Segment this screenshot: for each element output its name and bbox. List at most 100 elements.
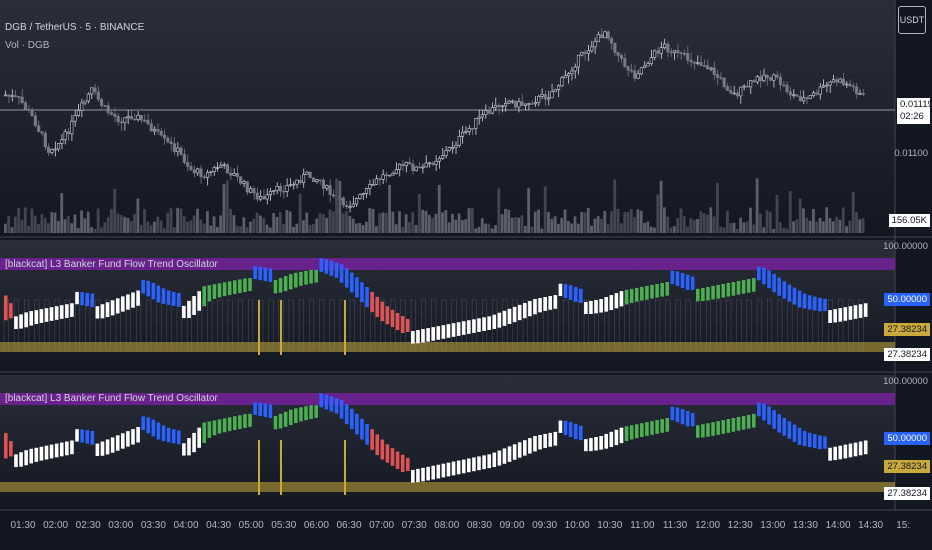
oscillator-bar — [110, 437, 115, 453]
volume-bar — [348, 215, 352, 233]
oscillator-bar — [166, 427, 171, 443]
oscillator-bar — [624, 289, 629, 305]
volume-bar — [470, 207, 474, 233]
oscillator-bar — [238, 279, 242, 294]
candle-body — [666, 43, 670, 53]
volume-bar — [358, 222, 362, 233]
candle-body — [249, 188, 253, 193]
volume-bar — [540, 228, 544, 233]
grid-column — [186, 299, 192, 351]
volume-bar — [255, 212, 259, 233]
symbol-title[interactable]: DGB / TetherUS · 5 · BINANCE — [5, 22, 145, 33]
volume-bar — [480, 218, 484, 233]
oscillator-bar — [278, 278, 283, 293]
oscillator-bar — [192, 432, 196, 453]
oscillator-bar — [507, 308, 512, 325]
volume-bar — [550, 218, 554, 233]
volume-bar — [537, 209, 540, 233]
candle-body — [653, 50, 657, 58]
volume-bar — [709, 207, 713, 233]
oscillator-bar — [523, 440, 527, 456]
oscillator-bar — [416, 330, 420, 344]
grid-column — [34, 299, 40, 351]
oscillator-bar — [436, 326, 441, 340]
grid-column — [431, 299, 437, 351]
oscillator-bar — [629, 425, 634, 440]
volume-bar — [401, 226, 405, 233]
oscillator-bar — [212, 420, 217, 436]
candle-body — [633, 70, 637, 79]
osc2-level-27b: 27.38234 — [884, 487, 930, 500]
oscillator-bar — [4, 433, 8, 459]
oscillator-2 — [0, 393, 895, 495]
candle-body — [798, 96, 802, 102]
candle-body — [712, 67, 716, 75]
volume-bar — [739, 217, 742, 233]
candle-body — [835, 79, 839, 83]
candle-body — [831, 79, 835, 83]
candle-body — [10, 95, 14, 97]
oscillator-bar — [288, 409, 293, 426]
currency-button[interactable]: USDT — [898, 6, 926, 34]
candle-body — [825, 84, 829, 87]
candle-body — [86, 93, 90, 102]
candle-body — [133, 118, 137, 121]
osc2-title[interactable]: [blackcat] L3 Banker Fund Flow Trend Osc… — [5, 393, 218, 404]
candle-body — [626, 66, 630, 71]
oscillator-bar — [507, 446, 512, 462]
oscillator-bar — [538, 298, 542, 313]
volume-bar — [331, 211, 335, 233]
oscillator-bar — [538, 434, 542, 450]
candle-body — [808, 95, 812, 100]
oscillator-bar — [523, 302, 527, 319]
grid-column — [828, 299, 834, 351]
grid-column — [685, 299, 691, 351]
oscillator-bar — [136, 290, 140, 306]
oscillator-bar — [44, 445, 49, 460]
candle-body — [828, 81, 832, 86]
grid-column — [248, 299, 254, 351]
osc1-title[interactable]: [blackcat] L3 Banker Fund Flow Trend Osc… — [5, 259, 218, 270]
candle-body — [186, 162, 190, 167]
oscillator-bar — [146, 417, 151, 434]
candle-body — [855, 86, 859, 95]
oscillator-bar — [451, 461, 456, 476]
volume-bar — [23, 207, 27, 233]
oscillator-bar — [497, 450, 502, 466]
time-tick: 11:30 — [662, 520, 688, 531]
candle-body — [815, 92, 819, 95]
oscillator-bar — [177, 430, 181, 445]
oscillator-bar — [248, 278, 252, 292]
volume-bar — [441, 212, 444, 233]
oscillator-bar — [711, 422, 715, 436]
oscillator-bar — [197, 427, 201, 448]
candle-body — [417, 166, 422, 169]
volume-bar — [795, 219, 799, 233]
oscillator-bar — [701, 287, 705, 302]
oscillator-bar — [355, 413, 359, 435]
volume-bar — [626, 211, 630, 233]
candle-body — [268, 191, 273, 196]
oscillator-bar — [680, 409, 685, 425]
volume-bar — [437, 184, 441, 233]
oscillator-bar — [411, 331, 415, 344]
oscillator-bar — [344, 404, 349, 424]
grid-column — [644, 299, 650, 351]
candle-body — [603, 31, 607, 39]
volume-indicator-label[interactable]: Vol · DGB — [5, 40, 50, 51]
oscillator-bar — [461, 459, 466, 474]
volume-bar — [563, 209, 567, 233]
volume-bar — [487, 223, 491, 233]
oscillator-bar — [70, 440, 74, 455]
oscillator-bar — [360, 418, 364, 440]
grid-column — [736, 299, 742, 351]
candle-body — [192, 169, 196, 174]
candle-body — [222, 164, 226, 166]
oscillator-bar — [517, 304, 522, 321]
oscillator-bar — [589, 300, 593, 314]
oscillator-bar — [126, 294, 130, 310]
volume-bar — [143, 209, 146, 233]
oscillator-bar — [380, 301, 385, 322]
oscillator-bar — [762, 267, 766, 285]
